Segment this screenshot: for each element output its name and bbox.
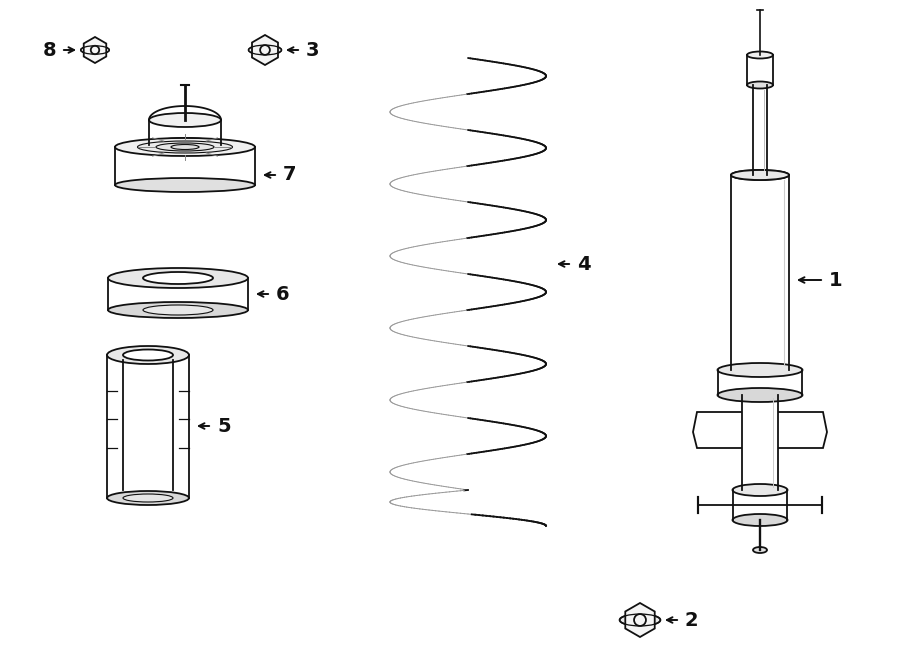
Text: 4: 4: [577, 254, 590, 274]
Text: 8: 8: [42, 40, 56, 59]
Ellipse shape: [753, 547, 767, 553]
Ellipse shape: [115, 178, 255, 192]
Ellipse shape: [143, 305, 213, 315]
Ellipse shape: [731, 170, 789, 180]
Ellipse shape: [123, 350, 173, 360]
Ellipse shape: [717, 388, 803, 402]
Ellipse shape: [138, 141, 232, 153]
Polygon shape: [252, 35, 278, 65]
Text: 6: 6: [276, 284, 290, 303]
Ellipse shape: [731, 170, 789, 180]
Polygon shape: [84, 37, 106, 63]
Ellipse shape: [107, 346, 189, 364]
Ellipse shape: [143, 272, 213, 284]
Ellipse shape: [171, 145, 199, 149]
Ellipse shape: [81, 46, 109, 54]
Ellipse shape: [733, 484, 788, 496]
Ellipse shape: [717, 363, 803, 377]
Ellipse shape: [149, 138, 221, 152]
Ellipse shape: [115, 138, 255, 156]
Ellipse shape: [149, 113, 221, 127]
Ellipse shape: [619, 614, 661, 626]
Ellipse shape: [733, 514, 788, 526]
Text: 3: 3: [306, 40, 319, 59]
Polygon shape: [626, 603, 654, 637]
Ellipse shape: [108, 302, 248, 318]
Ellipse shape: [108, 268, 248, 288]
Ellipse shape: [248, 45, 282, 55]
Ellipse shape: [747, 52, 773, 59]
Ellipse shape: [156, 143, 214, 151]
Text: 1: 1: [829, 270, 842, 290]
Ellipse shape: [123, 494, 173, 502]
Text: 7: 7: [283, 165, 296, 184]
Ellipse shape: [107, 491, 189, 505]
Text: 5: 5: [217, 416, 230, 436]
Text: 2: 2: [685, 611, 698, 629]
Ellipse shape: [747, 81, 773, 89]
